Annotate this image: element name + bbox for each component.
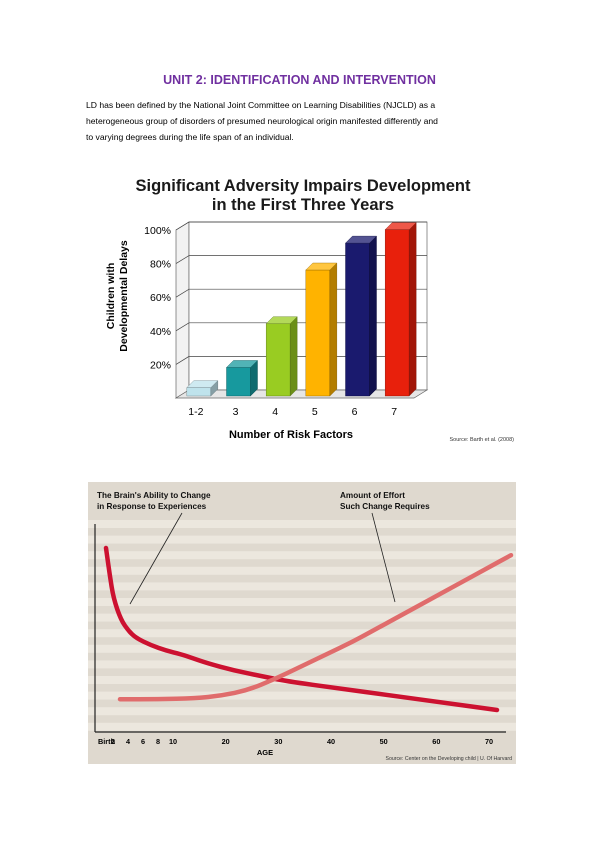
bar [305,262,338,397]
y-axis-label-line: Children with [105,263,117,330]
x-axis-label: Number of Risk Factors [229,429,353,441]
stripe [88,613,516,622]
bar [265,316,298,397]
bar [384,222,417,397]
stripe [88,520,516,528]
chart-title-line: in the First Three Years [212,196,394,214]
y-tick-label: 80% [150,259,171,271]
x-axis-label: AGE [257,748,273,757]
y-tick-label: 60% [150,292,171,304]
x-tick-label: 2 [111,737,115,746]
gridline [175,221,427,231]
x-tick-label: 70 [485,737,493,746]
annotation-line: in Response to Experiences [97,502,207,511]
stripe [88,722,516,731]
x-tick-label: 7 [391,406,397,418]
y-tick-label: 20% [150,359,171,371]
annotation-pointer [371,512,396,603]
stripe [88,676,516,684]
stripe [88,566,516,575]
effort-line [117,552,514,702]
chart-title-line: Significant Adversity Impairs Developmen… [136,177,471,195]
x-tick-label: 50 [380,737,388,746]
x-tick-label: 30 [274,737,282,746]
chart-side-wall [175,221,190,399]
x-tick-label: 40 [327,737,335,746]
paragraph-line: heterogeneous group of disorders of pres… [86,116,438,127]
x-tick-label: 8 [156,737,160,746]
x-tick-label: 4 [126,737,131,746]
x-tick-label: 60 [432,737,440,746]
page-heading: UNIT 2: IDENTIFICATION AND INTERVENTION [163,73,436,87]
stripe [88,551,516,560]
y-tick-label: 40% [150,326,171,338]
bar [186,380,219,397]
stripe [88,629,516,638]
bar [226,359,258,397]
stripe [88,644,516,653]
x-tick-label: 1-2 [188,406,203,418]
x-tick-label: 6 [141,737,145,746]
paragraph-line: LD has been defined by the National Join… [86,100,436,110]
brain-ability-line [103,545,500,713]
x-tick-label: 10 [169,737,177,746]
x-tick-label: 5 [312,406,318,418]
y-tick-label: 100% [144,225,171,237]
x-tick-label: 6 [352,406,358,418]
x-tick-label: 4 [272,406,278,418]
stripe [88,598,516,606]
annotation-pointer [129,512,183,605]
y-axis-label-line: Developmental Delays [118,240,130,352]
bar-plot-area: 20% 40% 60% 80% 100% 1-2 3 4 5 6 7 [144,221,429,418]
intro-paragraph: LD has been defined by the National Join… [86,97,526,146]
stripe [88,691,516,700]
chart-background [88,482,516,764]
annotation-line: Such Change Requires [340,502,430,511]
chart-source: Source: Center on the Developing child |… [386,756,513,762]
x-tick-label: 20 [222,737,230,746]
chart-source: Source: Barth et al. (2008) [449,437,514,443]
risk-factors-bar-chart: Significant Adversity Impairs Developmen… [105,177,514,443]
stripe [88,535,516,544]
paragraph-line: to varying degrees during the life span … [86,132,294,143]
x-tick-label: 3 [233,406,239,418]
stripe [88,582,516,591]
annotation-line: Amount of Effort [340,491,405,500]
bar [345,235,377,397]
x-tick-label: Birth [98,737,115,746]
annotation-line: The Brain's Ability to Change [97,491,211,500]
stripe [88,707,516,716]
